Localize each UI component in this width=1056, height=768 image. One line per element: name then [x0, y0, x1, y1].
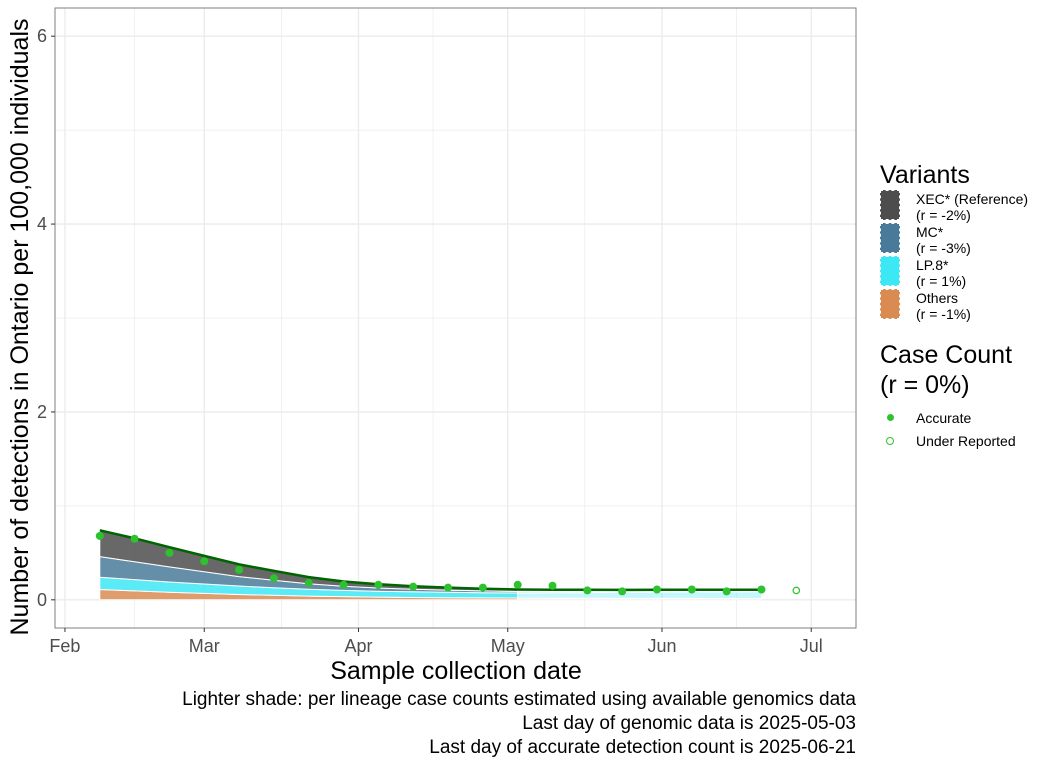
legend-swatch — [880, 289, 900, 319]
case-count-point-accurate — [652, 585, 661, 594]
legend-label: MC* (r = -3%) — [916, 224, 971, 256]
under-reported-point-key — [880, 431, 900, 451]
panel-border — [54, 7, 857, 629]
legend-label: LP.8* (r = 1%) — [916, 257, 967, 289]
accurate-point-key — [880, 408, 900, 428]
x-tick-label: Feb — [49, 636, 80, 656]
variants-legend-items: XEC* (Reference) (r = -2%) MC* (r = -3%) L… — [880, 190, 1056, 322]
case-count-point-accurate — [95, 531, 104, 540]
case-count-legend-items: Accurate Under Reported — [880, 406, 1056, 452]
y-tick-label: 6 — [37, 26, 47, 46]
axes: 0 2 4 6 Feb Mar Apr May Jun Jul — [37, 26, 823, 656]
legend-item: MC* (r = -3%) — [880, 223, 1056, 256]
legend-item: LP.8* (r = 1%) — [880, 256, 1056, 289]
y-tick-label: 2 — [37, 402, 47, 422]
x-tick-label: Mar — [189, 636, 220, 656]
legend-item: XEC* (Reference) (r = -2%) — [880, 190, 1056, 223]
legend-item-under-reported: Under Reported — [880, 429, 1056, 452]
case-count-point-accurate — [583, 586, 592, 595]
accurate-label: Accurate — [916, 409, 972, 426]
legend-swatch — [880, 223, 900, 253]
variants-legend-title: Variants — [880, 161, 970, 189]
case-count-point-accurate — [304, 578, 313, 587]
case-count-point-accurate — [200, 557, 209, 566]
variants-legend: Variants XEC* (Reference) (r = -2%) MC* (… — [880, 160, 1056, 452]
x-tick-label: Jul — [800, 636, 823, 656]
case-count-point-accurate — [374, 580, 383, 589]
legend-item: Others (r = -1%) — [880, 289, 1056, 322]
y-tick-label: 4 — [37, 214, 47, 234]
x-tick-label: May — [491, 636, 525, 656]
under-reported-label: Under Reported — [916, 432, 1016, 449]
case-count-point-accurate — [513, 580, 522, 589]
case-count-points — [95, 531, 801, 596]
y-axis-label: Number of detections in Ontario per 100,… — [6, 18, 34, 635]
case-count-point-accurate — [757, 585, 766, 594]
x-tick-label: Apr — [344, 636, 372, 656]
case-count-point-accurate — [165, 548, 174, 557]
chart-caption: Lighter shade: per lineage case counts e… — [182, 688, 856, 760]
case-count-legend-title: Case Count (r = 0%) — [880, 341, 1013, 399]
total-fit-line — [99, 529, 762, 592]
case-count-point-accurate — [235, 565, 244, 574]
legend-label: XEC* (Reference) (r = -2%) — [916, 191, 1029, 223]
grid-lines — [55, 8, 856, 628]
case-count-point-accurate — [444, 583, 453, 592]
case-count-point-under-reported — [792, 586, 801, 595]
legend-item-accurate: Accurate — [880, 406, 1056, 429]
y-tick-label: 0 — [37, 590, 47, 610]
caption-line-2: Last day of genomic data is 2025-05-03 — [522, 713, 856, 734]
fit-line-layer — [99, 529, 762, 592]
caption-line-1: Lighter shade: per lineage case counts e… — [182, 689, 856, 710]
case-count-point-accurate — [339, 580, 348, 589]
case-count-point-accurate — [478, 583, 487, 592]
case-count-point-accurate — [409, 582, 418, 591]
case-count-point-accurate — [130, 534, 139, 543]
case-count-point-accurate — [269, 574, 278, 583]
x-axis-label: Sample collection date — [330, 657, 582, 685]
x-tick-label: Jun — [647, 636, 676, 656]
legend-swatch — [880, 190, 900, 220]
legend-swatch — [880, 256, 900, 286]
caption-line-3: Last day of accurate detection count is … — [429, 737, 856, 758]
legend-label: Others (r = -1%) — [916, 290, 971, 322]
case-count-point-accurate — [687, 585, 696, 594]
case-count-point-accurate — [548, 581, 557, 590]
case-count-point-accurate — [618, 587, 627, 596]
case-count-point-accurate — [722, 587, 731, 596]
